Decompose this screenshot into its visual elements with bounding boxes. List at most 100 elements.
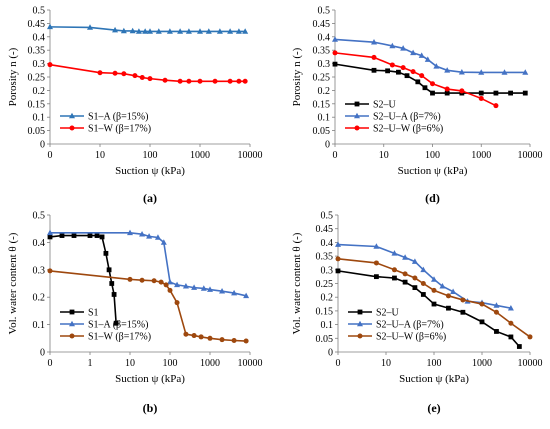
- legend-marker: [357, 309, 363, 315]
- data-point: [207, 335, 213, 341]
- x-tick-label: 1000: [200, 358, 220, 369]
- x-tick-label: 10000: [518, 150, 543, 161]
- y-tick-label: 0.2: [318, 86, 331, 97]
- data-point: [412, 275, 418, 281]
- data-point: [396, 69, 401, 75]
- y-tick-label: 0.05: [28, 126, 46, 137]
- data-point: [147, 76, 153, 82]
- y-tick-label: 0.1: [33, 320, 46, 331]
- y-tick-label: 0.2: [321, 293, 334, 304]
- data-point: [431, 287, 437, 293]
- data-point: [197, 28, 203, 34]
- x-tick-label: 10000: [238, 150, 263, 161]
- data-point: [402, 254, 409, 260]
- data-point: [139, 230, 146, 237]
- y-tick-label: 0.1: [33, 113, 46, 124]
- legend-item: S1–W (β=17%): [60, 124, 151, 135]
- data-point: [167, 278, 173, 285]
- legend-marker: [354, 125, 360, 131]
- data-point: [420, 266, 427, 273]
- data-point: [507, 304, 514, 311]
- data-point: [151, 278, 157, 284]
- data-point: [177, 28, 184, 34]
- y-tick-label: 0: [40, 348, 45, 359]
- x-axis-title: Suction ψ (kPa): [115, 373, 185, 385]
- legend-item: S2–U–A (β=7%): [348, 320, 444, 331]
- data-point: [431, 276, 437, 282]
- data-point: [182, 283, 189, 289]
- series-line: [337, 243, 512, 309]
- data-point: [479, 301, 485, 307]
- legend: S2–US2–U–A (β=7%)S2–U–W (β=6%): [348, 308, 446, 343]
- chart-panel-b: 0 0.1 0.2 0.3 0.4 0.5 0 1 10 100 1000 10000 Suction …: [7, 211, 263, 416]
- legend-marker: [69, 112, 75, 119]
- data-point: [113, 320, 119, 326]
- data-point: [516, 344, 522, 349]
- x-tick-label: 0: [48, 358, 53, 369]
- data-point: [103, 250, 109, 256]
- legend-item: S2–U–A (β=7%): [345, 112, 441, 123]
- legend-label: S2–U–A (β=7%): [376, 320, 444, 331]
- data-point: [404, 73, 410, 79]
- data-point: [459, 88, 465, 94]
- data-point: [216, 28, 223, 34]
- data-point: [411, 258, 418, 264]
- data-point: [212, 78, 218, 84]
- data-point: [415, 79, 421, 85]
- x-axis-title: Suction ψ (kPa): [399, 373, 469, 385]
- data-point: [419, 73, 425, 79]
- data-point: [439, 283, 446, 289]
- y-tick-label: 0.5: [33, 211, 46, 222]
- data-point: [391, 267, 397, 273]
- data-point: [446, 305, 451, 311]
- data-point: [508, 90, 514, 96]
- x-axis-title: Suction ψ (kPa): [398, 165, 468, 177]
- y-tick-label: 0.45: [28, 19, 46, 30]
- data-point: [231, 337, 237, 343]
- legend-item: S1–A (β=15%): [60, 320, 148, 331]
- data-point: [391, 250, 398, 256]
- y-tick-label: 0.4: [318, 32, 331, 43]
- y-tick-label: 0.3: [321, 265, 334, 276]
- data-point: [402, 271, 408, 277]
- data-point: [163, 282, 169, 288]
- data-point: [111, 292, 117, 297]
- y-tick-label: 0.4: [33, 32, 46, 43]
- y-tick-label: 0: [328, 348, 333, 359]
- data-point: [422, 85, 428, 91]
- x-tick-label: 10: [379, 150, 389, 161]
- x-tick-label: 0: [48, 150, 53, 161]
- data-point: [332, 61, 338, 67]
- data-point: [494, 329, 499, 334]
- x-tick-label: 0: [333, 150, 338, 161]
- legend-marker: [69, 320, 75, 327]
- data-point: [191, 333, 197, 339]
- series-s1-a-15-: [47, 229, 250, 299]
- y-axis-title: Vol. water content θ (-): [291, 232, 303, 334]
- legend-item: S1–A (β=15%): [60, 112, 148, 123]
- data-point: [227, 28, 234, 34]
- series-s2-u-w-6-: [332, 50, 499, 109]
- data-point: [147, 28, 153, 34]
- data-point: [374, 274, 379, 280]
- x-tick-label: 100: [427, 358, 442, 369]
- data-point: [174, 300, 180, 306]
- data-point: [139, 277, 145, 283]
- legend-item: S1: [60, 308, 99, 319]
- data-point: [430, 90, 435, 96]
- data-point: [332, 36, 338, 42]
- series-s2-u: [332, 61, 528, 96]
- data-point: [174, 281, 181, 288]
- legend-label: S2–U–W (β=6%): [373, 124, 443, 135]
- series-s1-w-17-: [47, 268, 249, 344]
- legend-marker: [354, 112, 360, 119]
- y-tick-label: 0.15: [313, 99, 331, 110]
- x-tick-label: 10: [125, 358, 135, 369]
- x-tick-label: 0: [336, 358, 341, 369]
- x-tick-label: 10: [381, 358, 391, 369]
- legend: S2–US2–U–A (β=7%)S2–U–W (β=6%): [345, 100, 443, 135]
- y-axis-title: Vol. water content θ (-): [7, 232, 19, 334]
- data-point: [410, 49, 417, 56]
- data-point: [97, 70, 103, 76]
